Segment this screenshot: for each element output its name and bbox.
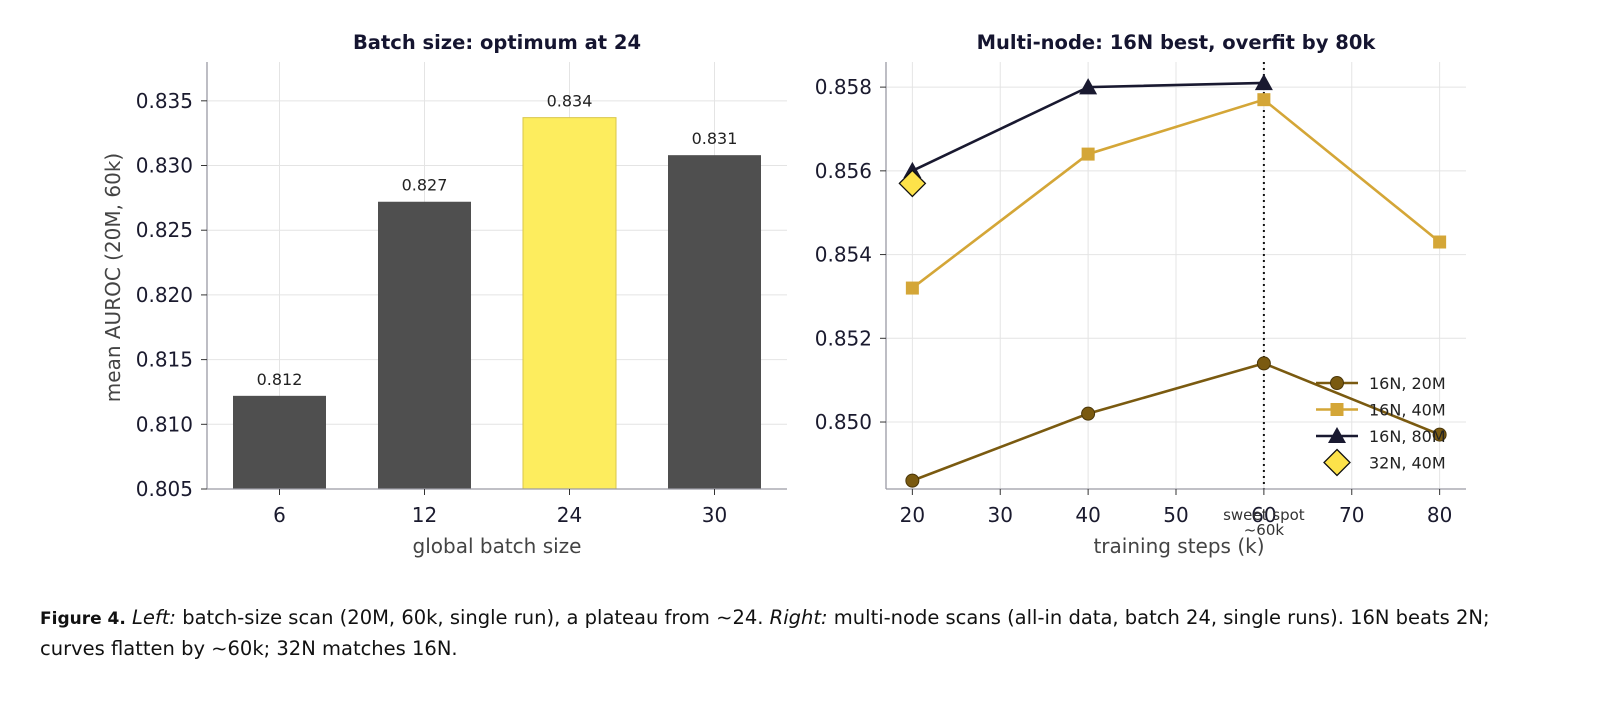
point-16n-80m [1254, 73, 1273, 91]
x-tick-label: 6 [273, 503, 286, 527]
y-axis-label: mean AUROC (20M, 60k) [101, 153, 125, 402]
batch-size-bar-chart: 0.812 0.827 0.834 0.831 0.805 0.810 0.815 0.820… [101, 31, 787, 558]
point-16n-40m [1081, 147, 1095, 161]
bar-value-label: 0.812 [257, 370, 303, 389]
bar-30 [668, 155, 761, 489]
x-tick-label: 30 [702, 503, 727, 527]
y-tick-label: 0.830 [136, 154, 193, 178]
x-tick-label: 40 [1075, 503, 1100, 527]
point-16n-20m [1432, 427, 1447, 442]
x-tick-label: 12 [412, 503, 437, 527]
point-16n-40m [1433, 235, 1447, 249]
chart-title: Multi-node: 16N best, overfit by 80k [977, 31, 1377, 54]
x-tick-label: 20 [900, 503, 925, 527]
point-16n-20m [905, 473, 920, 488]
x-tick-label: 24 [557, 503, 582, 527]
y-tick-label: 0.852 [815, 326, 872, 350]
x-tick-label: 30 [988, 503, 1013, 527]
caption-right-text: multi-node scans (all-in data, batch 24,… [40, 606, 1490, 660]
figure-caption: Figure 4. Left: batch-size scan (20M, 60… [40, 603, 1560, 663]
legend: 16N, 20M 16N, 40M 16N, 80M 32N, 40M [1316, 374, 1446, 477]
x-tick-label: 60 [1251, 503, 1276, 527]
bar-12 [378, 201, 471, 489]
point-16n-20m [1256, 356, 1271, 371]
series-line-16n-20m [911, 362, 1441, 482]
point-16n-80m [1079, 78, 1098, 95]
y-tick-label: 0.825 [136, 218, 193, 242]
series-line-16n-40m [911, 98, 1441, 290]
sweet-spot-label-line2: ~60k [1244, 521, 1285, 539]
caption-left-text: batch-size scan (20M, 60k, single run), … [176, 606, 770, 629]
legend-label: 16N, 20M [1369, 374, 1446, 393]
bar-value-label: 0.834 [547, 92, 593, 111]
y-tick-label: 0.856 [815, 159, 872, 183]
legend-marker-16n-80m [1328, 427, 1346, 443]
y-tick-label: 0.810 [136, 412, 193, 436]
multi-node-line-chart: 0.850 0.852 0.854 0.856 0.858 20 30 40 50 60 70 80 s… [815, 31, 1466, 558]
y-tick-label: 0.854 [815, 243, 872, 267]
point-16n-20m [1081, 406, 1096, 421]
x-axis-label: training steps (k) [1093, 534, 1264, 558]
x-tick-label: 50 [1163, 503, 1188, 527]
point-32n-40m [898, 169, 927, 198]
x-axis-label: global batch size [413, 534, 582, 558]
legend-marker-32n-40m [1323, 448, 1351, 477]
bar-value-label: 0.827 [402, 176, 448, 195]
y-tick-label: 0.805 [136, 477, 193, 501]
legend-label: 16N, 80M [1369, 427, 1446, 446]
sweet-spot-label-line1: sweet spot [1223, 506, 1305, 524]
y-tick-label: 0.820 [136, 283, 193, 307]
y-tick-label: 0.850 [815, 410, 872, 434]
legend-label: 32N, 40M [1369, 454, 1446, 473]
bar-value-label: 0.831 [692, 129, 738, 148]
y-tick-label: 0.815 [136, 348, 193, 372]
caption-left-tag: Left: [132, 606, 176, 629]
bar-24 [522, 117, 617, 490]
y-tick-label: 0.858 [815, 75, 872, 99]
caption-right-tag: Right: [769, 606, 828, 629]
point-16n-40m [905, 281, 919, 295]
caption-label: Figure 4. [40, 609, 126, 629]
x-tick-label: 80 [1427, 503, 1452, 527]
x-tick-label: 70 [1339, 503, 1364, 527]
y-tick-label: 0.835 [136, 89, 193, 113]
bar-6 [233, 395, 326, 489]
point-16n-40m [1257, 93, 1271, 107]
figure: 0.812 0.827 0.834 0.831 0.805 0.810 0.815 0.820… [101, 31, 1466, 558]
legend-marker-16n-20m [1330, 376, 1344, 390]
legend-label: 16N, 40M [1369, 401, 1446, 420]
chart-title: Batch size: optimum at 24 [353, 31, 641, 54]
legend-marker-16n-40m [1330, 403, 1344, 416]
